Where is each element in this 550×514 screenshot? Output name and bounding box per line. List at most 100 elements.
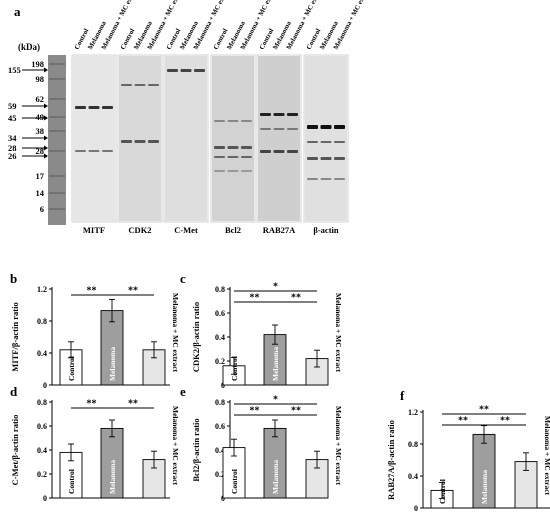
category-label: Melanoma [271, 347, 280, 381]
blot-frame [71, 54, 117, 223]
y-axis-label: C-Met/β-actin ratio [10, 415, 20, 486]
blot-band [180, 69, 192, 72]
blot-band [273, 113, 285, 116]
significance-label: ** [291, 406, 301, 417]
panel-label: c [180, 271, 186, 286]
blot-band [102, 106, 113, 109]
blot-target-label: C-Met [174, 225, 198, 235]
ladder-mark-label: 17 [36, 171, 45, 181]
blot-band [307, 178, 318, 180]
blot-band [320, 125, 332, 129]
y-axis-label: CDK2/β-actin ratio [191, 302, 201, 372]
category-label: Melanoma + MC extract [171, 406, 180, 486]
category-label: Control [438, 479, 447, 504]
category-label: Melanoma [480, 470, 489, 504]
blot-band [75, 106, 86, 109]
significance-label: ** [87, 399, 97, 410]
blot-target-label: MITF [83, 225, 105, 235]
arrow-mark-label: 34 [8, 133, 17, 143]
blot-band [121, 140, 132, 143]
blot-frame [210, 54, 256, 223]
blot-band [320, 141, 332, 143]
blot-target-label: Bcl2 [225, 225, 241, 235]
blot-band [260, 128, 271, 130]
blot-band [214, 156, 225, 158]
blot-band [167, 69, 178, 72]
blot-band [334, 178, 345, 180]
category-label: Control [67, 469, 76, 494]
blot-band [334, 141, 345, 143]
blot-band [273, 128, 285, 130]
y-tick-label: 0 [221, 494, 225, 503]
significance-label: ** [291, 293, 301, 304]
blot-band [260, 113, 271, 116]
blot-band [148, 140, 159, 143]
blot-band [287, 150, 298, 153]
blot-frame [117, 54, 163, 223]
ladder-strip [48, 55, 66, 225]
y-tick-label: 0.8 [408, 440, 418, 449]
panel-label: e [180, 384, 186, 399]
category-label: Melanoma [108, 347, 117, 381]
ladder-mark-label: 49 [36, 112, 45, 122]
blot-band [241, 170, 252, 172]
y-tick-label: 0.4 [215, 333, 225, 342]
arrow-mark-label: 45 [8, 113, 17, 123]
kda-label: (kDa) [18, 42, 40, 52]
panel-label: d [10, 384, 18, 399]
arrow-mark-label: 155 [8, 65, 21, 75]
blot-band [227, 120, 239, 122]
y-tick-label: 0.4 [408, 472, 418, 481]
blot-band [194, 69, 205, 72]
significance-label: * [273, 395, 278, 406]
blot-band [287, 128, 298, 130]
blot-band [260, 150, 271, 153]
blot-band [227, 146, 239, 149]
category-label: Control [67, 356, 76, 381]
blot-band [134, 140, 146, 143]
arrow-head [44, 145, 48, 151]
significance-label: ** [128, 399, 138, 410]
blot-band [214, 120, 225, 122]
blot-band [227, 156, 239, 158]
ladder-mark-label: 198 [31, 59, 44, 69]
ladder-mark-label: 62 [36, 94, 45, 104]
blot-target-label: β-actin [313, 225, 339, 235]
category-label: Melanoma [271, 460, 280, 494]
arrow-head [44, 103, 48, 109]
y-tick-label: 1.2 [37, 285, 47, 294]
category-label: Melanoma [108, 460, 117, 494]
western-blot-panel: a (kDa) 1989862493828171461555945342826M… [8, 0, 373, 235]
y-tick-label: 0.6 [215, 309, 225, 318]
blot-membrane [258, 56, 300, 221]
ladder-mark-label: 98 [36, 74, 45, 84]
y-axis-label: Bcl2/β-actin ratio [191, 418, 201, 481]
significance-label: ** [458, 416, 468, 427]
blot-band [227, 170, 239, 172]
blot-target-label: CDK2 [128, 225, 151, 235]
blot-membrane [73, 56, 115, 221]
blot-band [307, 157, 318, 160]
blot-membrane [305, 56, 347, 221]
category-label: Melanoma + MC extract [171, 293, 180, 373]
y-tick-label: 0 [221, 381, 225, 390]
ladder-mark-label: 14 [36, 188, 45, 198]
arrow-head [44, 115, 48, 121]
blot-band [334, 157, 345, 160]
y-tick-label: 0.6 [215, 422, 225, 431]
arrow-mark-label: 28 [8, 143, 17, 153]
significance-label: * [273, 282, 278, 293]
category-label: Melanoma + MC extract [334, 406, 343, 486]
blot-band [241, 120, 252, 122]
category-label: Melanoma + MC extract [334, 293, 343, 373]
arrow-head [44, 67, 48, 73]
category-label: Control [230, 469, 239, 494]
blot-band [287, 113, 298, 116]
y-axis-label: MITF/β-actin ratio [10, 302, 20, 371]
significance-label: ** [128, 286, 138, 297]
y-tick-label: 0.8 [37, 398, 47, 407]
y-tick-label: 0.2 [215, 357, 225, 366]
panel-label: b [10, 271, 17, 286]
y-tick-label: 0.2 [37, 470, 47, 479]
